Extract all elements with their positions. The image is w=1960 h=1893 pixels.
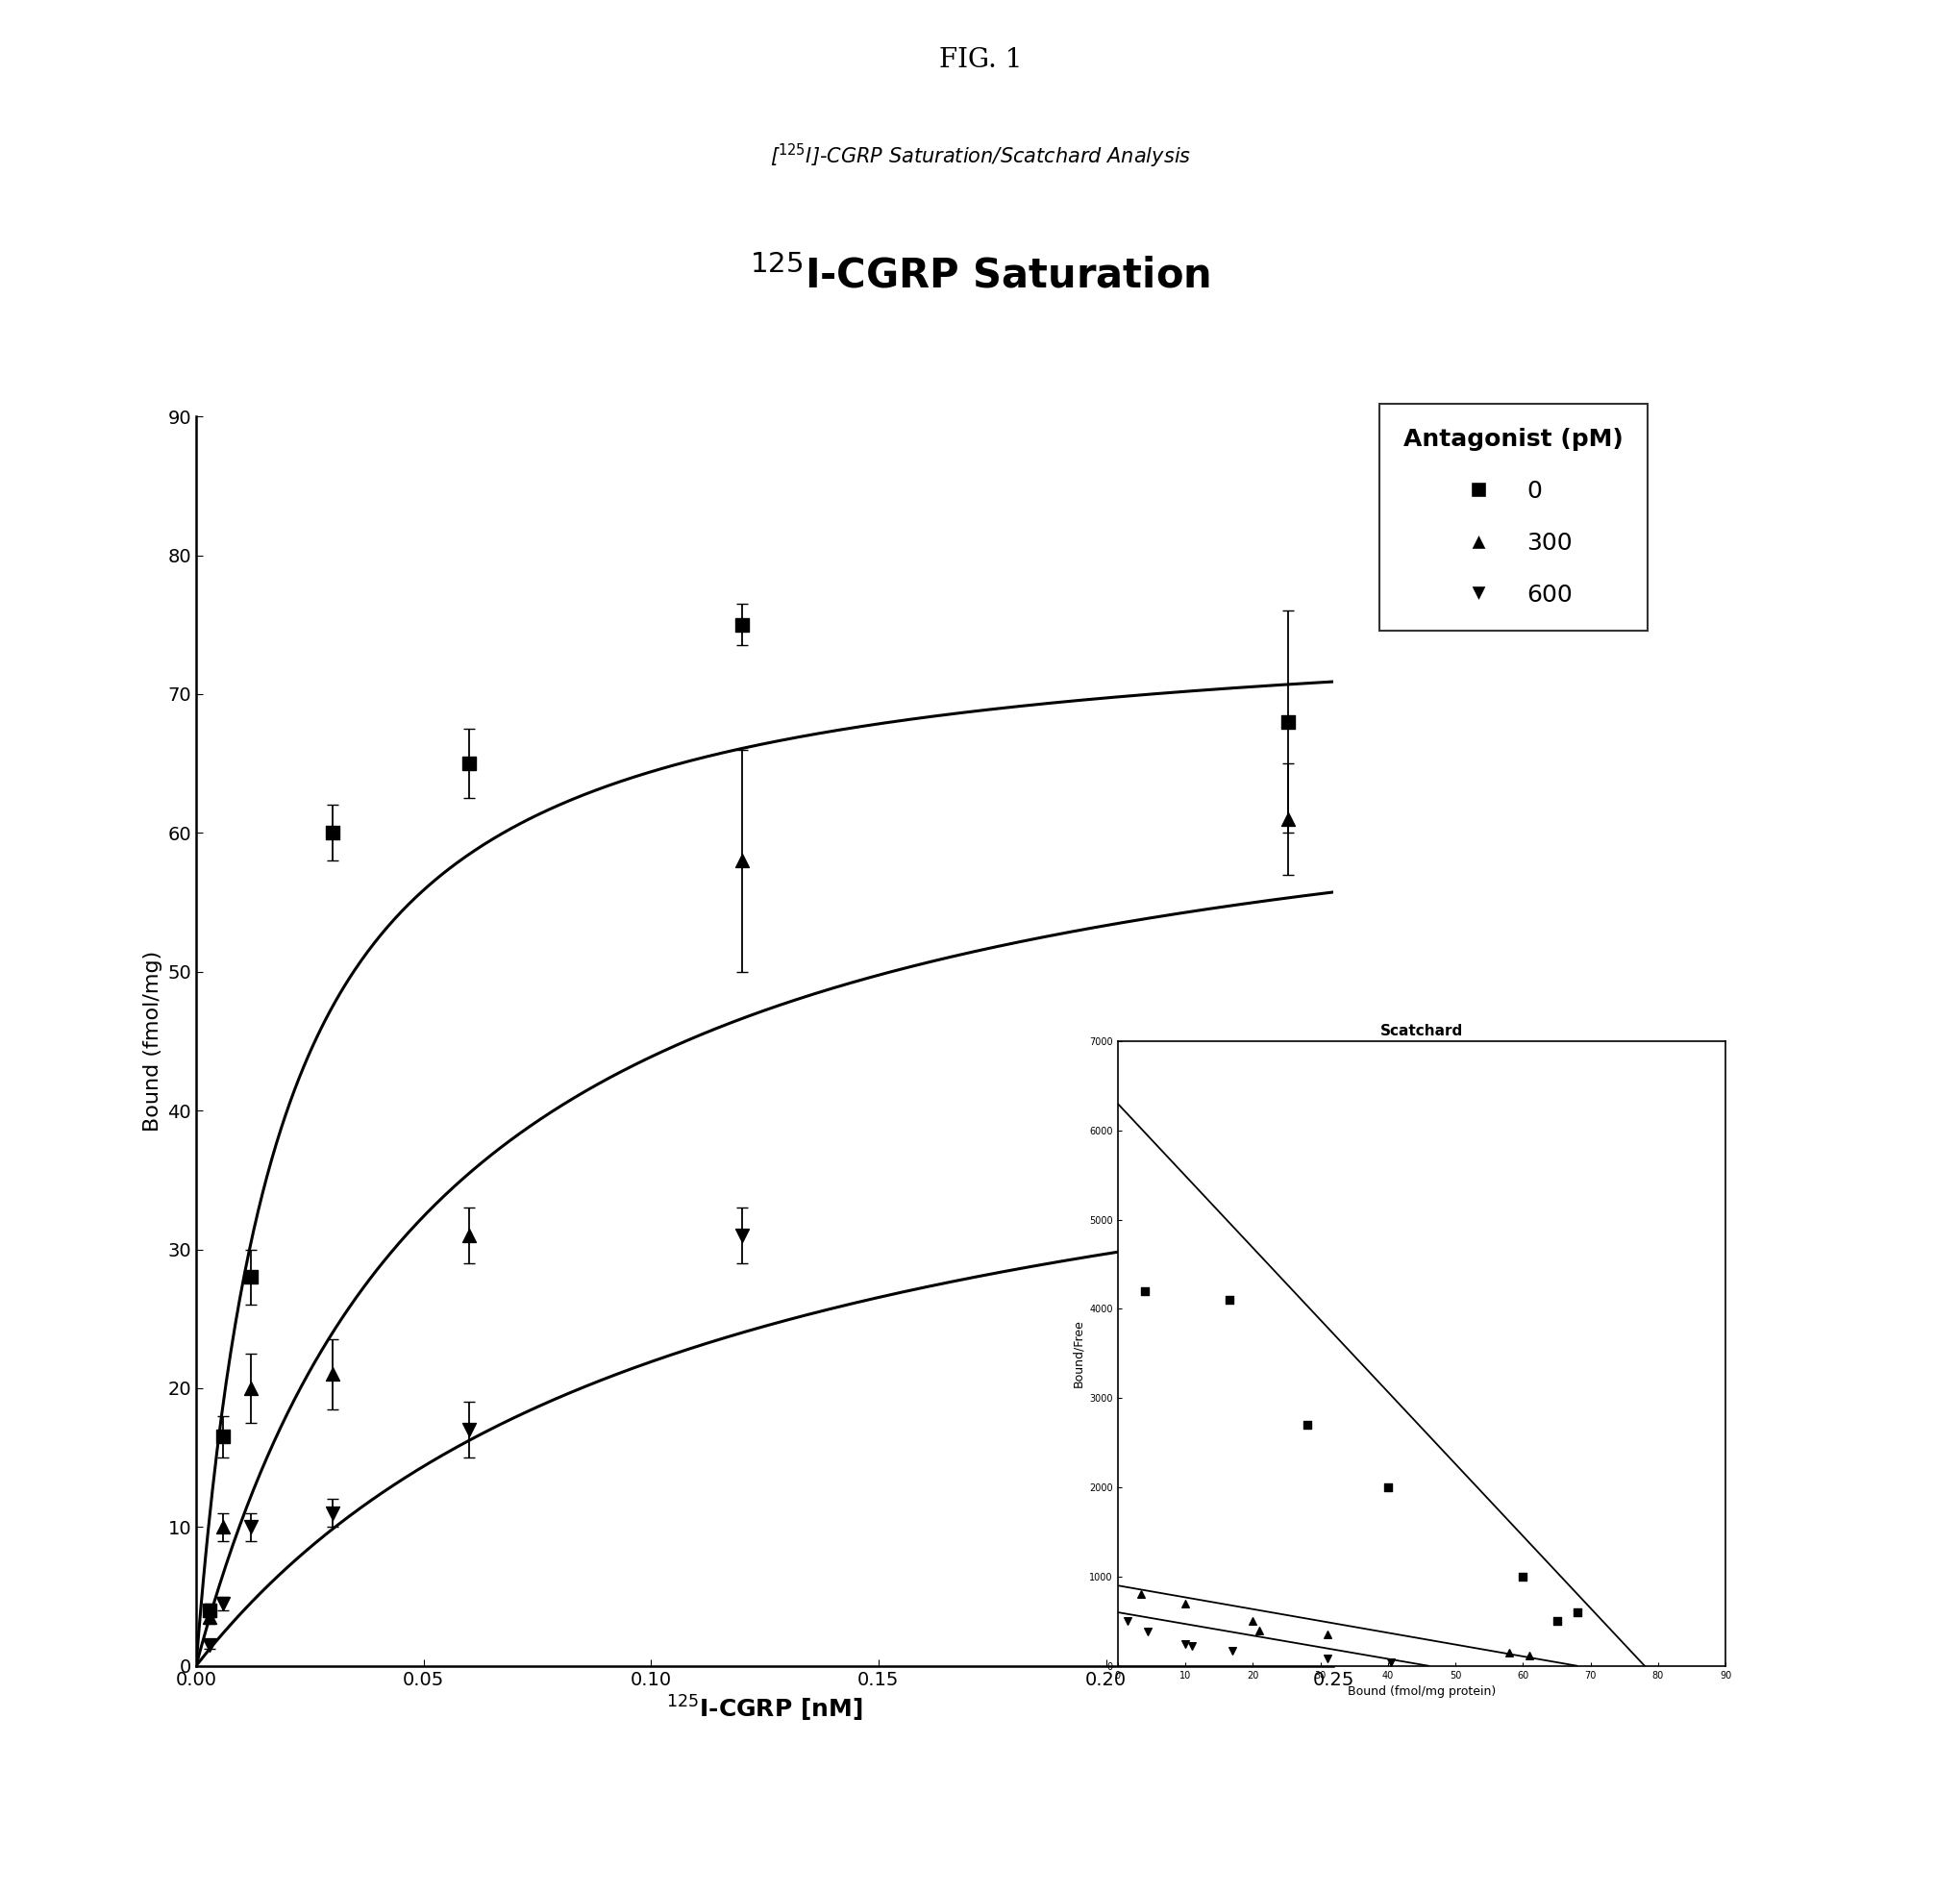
Text: FIG. 1: FIG. 1	[939, 47, 1021, 74]
Point	[1243, 1615, 1274, 1645]
Point	[194, 1596, 225, 1626]
Point	[1541, 1605, 1572, 1636]
Point	[1217, 1636, 1249, 1666]
Text: [$^{125}$I]-CGRP Saturation/Scatchard Analysis: [$^{125}$I]-CGRP Saturation/Scatchard An…	[770, 142, 1190, 170]
Point	[1507, 1562, 1539, 1592]
Point	[208, 1513, 239, 1543]
Point	[453, 1221, 484, 1251]
Point	[235, 1372, 267, 1403]
Point	[1111, 1605, 1143, 1636]
Point	[318, 1359, 349, 1389]
Point	[194, 1630, 225, 1660]
Point	[453, 1414, 484, 1444]
Y-axis label: Bound/Free: Bound/Free	[1070, 1319, 1084, 1388]
Point	[1372, 1473, 1403, 1503]
Point	[1176, 1632, 1207, 1662]
Point	[1290, 1410, 1321, 1441]
Point	[235, 1263, 267, 1293]
Point	[1494, 1637, 1525, 1668]
Text: $^{125}$I-CGRP Saturation: $^{125}$I-CGRP Saturation	[751, 256, 1209, 297]
Point	[194, 1601, 225, 1632]
Point	[725, 610, 757, 640]
Point	[318, 818, 349, 848]
Point	[1311, 1619, 1343, 1649]
Point	[208, 1422, 239, 1452]
Y-axis label: Bound (fmol/mg): Bound (fmol/mg)	[143, 950, 163, 1132]
Legend: 0, 300, 600: 0, 300, 600	[1380, 403, 1646, 630]
Point	[235, 1513, 267, 1543]
Point	[1376, 1647, 1407, 1677]
Point	[1513, 1639, 1544, 1670]
Point	[318, 1497, 349, 1528]
Title: Scatchard: Scatchard	[1380, 1024, 1462, 1039]
Point	[1311, 1643, 1343, 1673]
Point	[725, 1221, 757, 1251]
Point	[453, 748, 484, 778]
Point	[1213, 1285, 1245, 1316]
Point	[1125, 1579, 1156, 1609]
Point	[1560, 1598, 1592, 1628]
Point	[208, 1588, 239, 1619]
X-axis label: $^{125}$I-CGRP [nM]: $^{125}$I-CGRP [nM]	[666, 1694, 862, 1725]
Point	[1168, 1588, 1200, 1619]
X-axis label: Bound (fmol/mg protein): Bound (fmol/mg protein)	[1347, 1685, 1495, 1698]
Point	[1129, 1276, 1160, 1306]
Point	[1272, 805, 1303, 835]
Point	[1237, 1605, 1268, 1636]
Point	[1168, 1628, 1200, 1658]
Point	[1272, 1088, 1303, 1119]
Point	[1131, 1617, 1162, 1647]
Point	[725, 846, 757, 876]
Point	[1272, 706, 1303, 736]
